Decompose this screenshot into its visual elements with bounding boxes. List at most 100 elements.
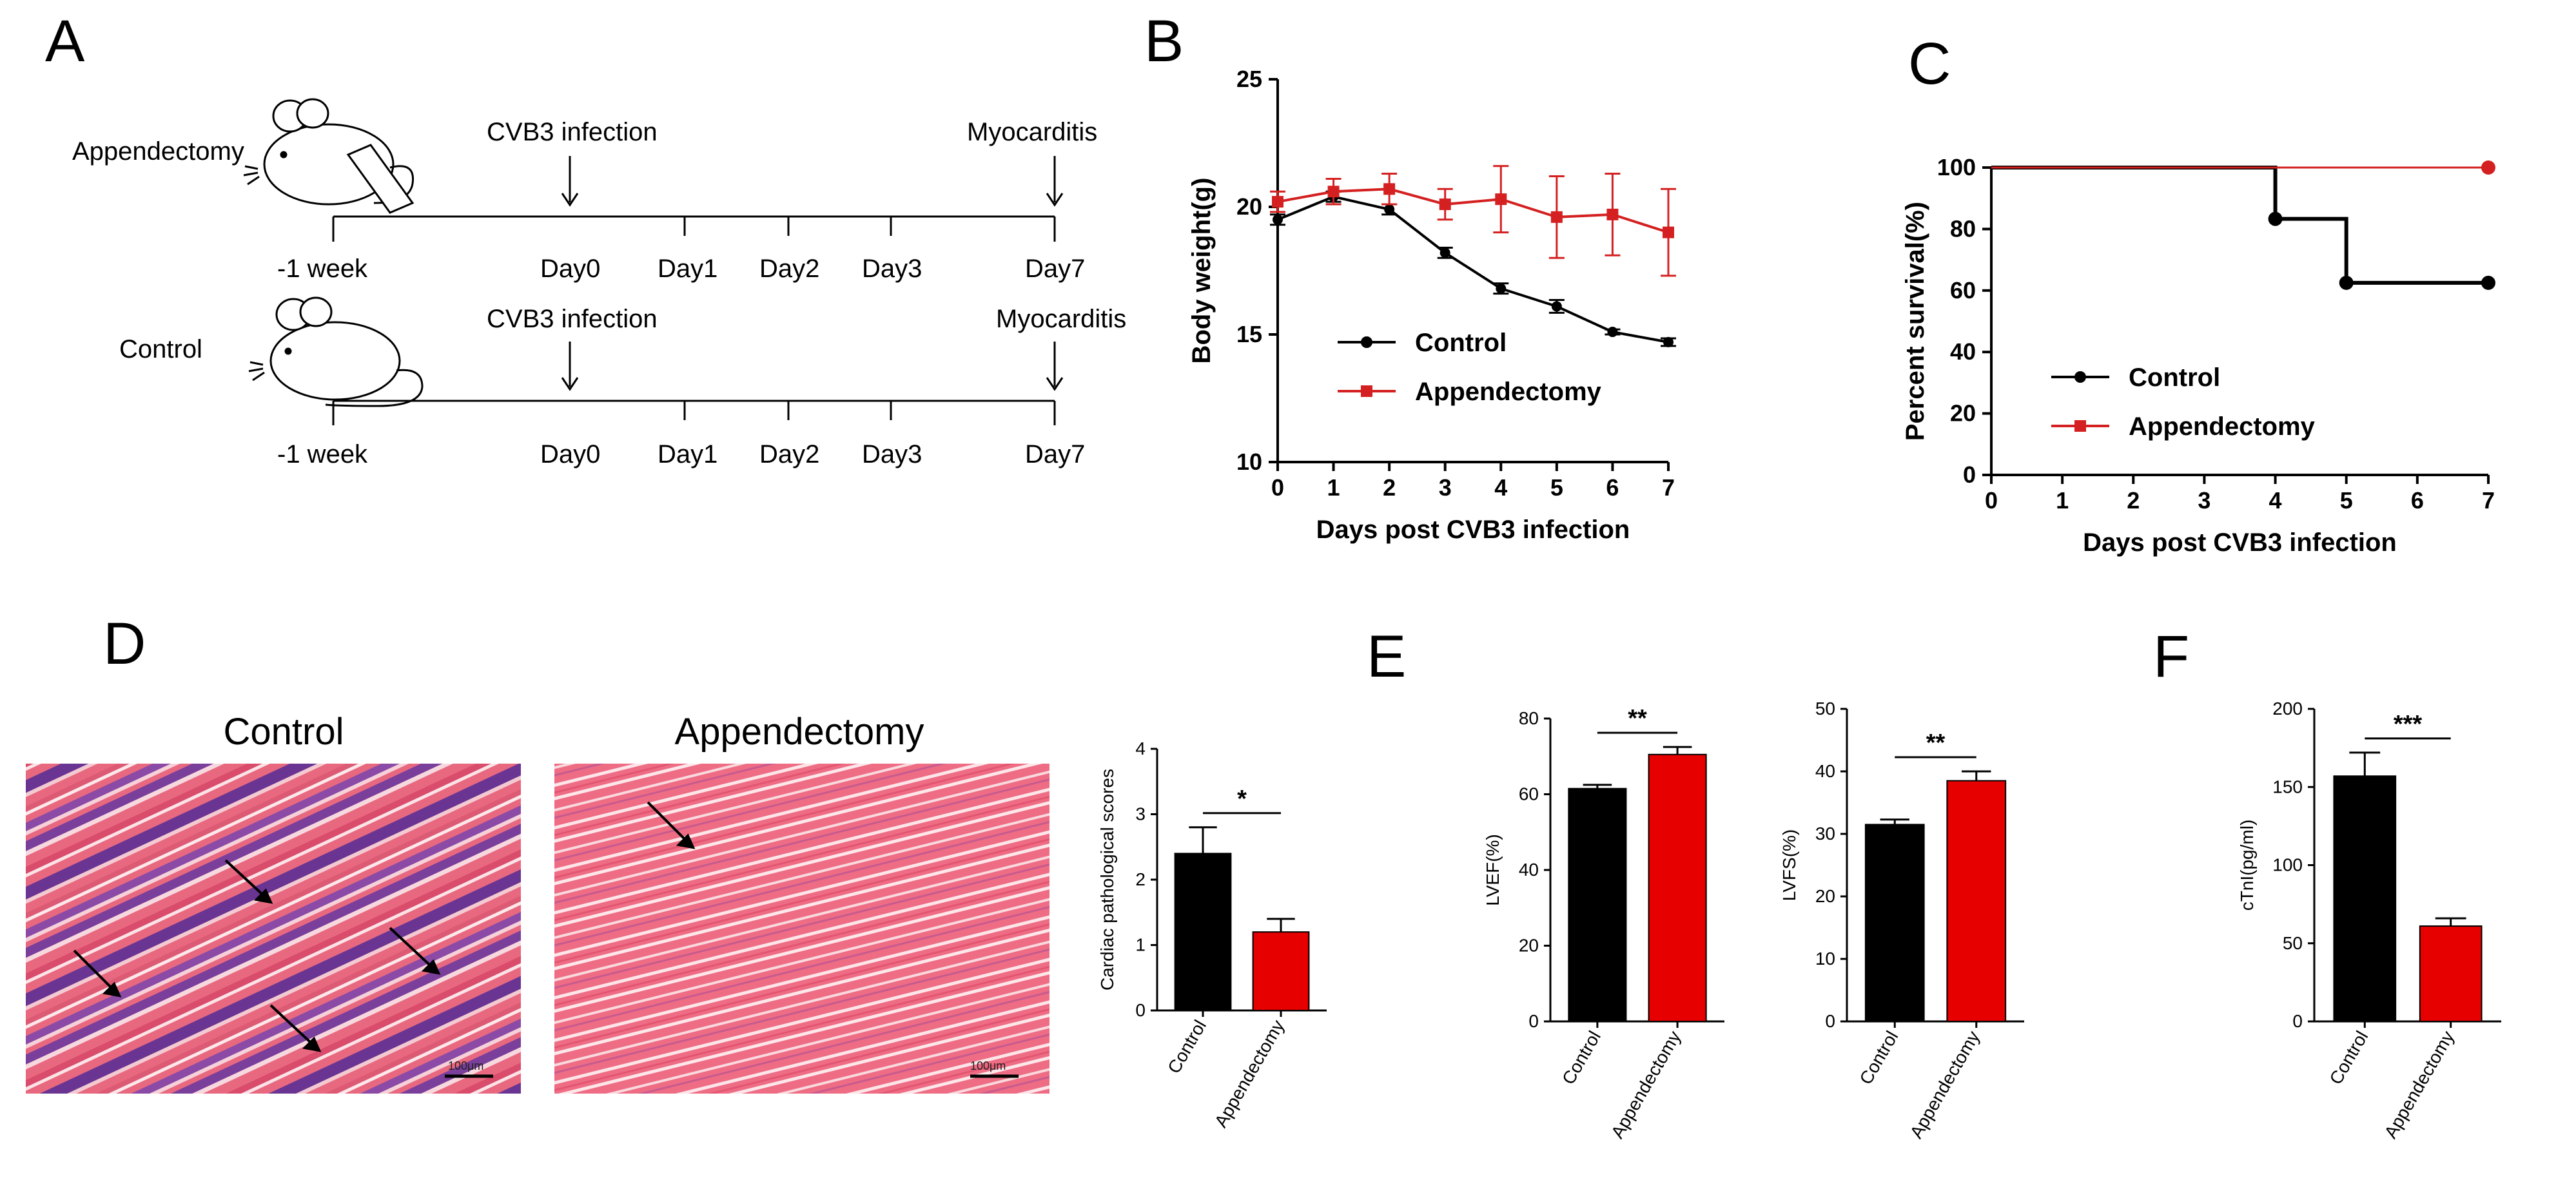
y-tick-label: 100 — [2272, 855, 2303, 875]
data-point — [1551, 301, 1562, 312]
histology-title-control: Control — [224, 711, 344, 753]
data-point — [1495, 193, 1507, 206]
legend-marker — [2074, 420, 2086, 432]
y-tick-label: 10 — [1815, 949, 1835, 969]
x-tick-label: 3 — [2198, 487, 2210, 514]
endpoint-arrowhead — [1046, 193, 1064, 207]
significance-label: *** — [2394, 711, 2423, 738]
y-tick-label: 3 — [1135, 804, 1146, 824]
x-tick-label: 1 — [1327, 474, 1340, 501]
y-tick-label: 80 — [1519, 708, 1539, 728]
chart-lvfs: 0 10 20 30 40 50 LVFS(%) Control Appendectomy ** — [1779, 699, 2024, 1142]
infection-label: CVB3 infection — [487, 118, 658, 146]
series-line — [1277, 195, 1669, 343]
y-tick-label: 30 — [1815, 824, 1835, 844]
panel-label-b: B — [1144, 8, 1184, 74]
y-tick-label: 200 — [2272, 699, 2303, 719]
legend-label: Appendectomy — [1415, 378, 1602, 406]
tick-label: Day2 — [759, 440, 819, 468]
data-point — [1663, 226, 1674, 238]
mouse-icon — [243, 98, 415, 206]
chart-survival: 0 1 2 3 4 5 6 7 0 20 40 60 80 100 Days post CVB3 infec… — [1901, 154, 2495, 557]
y-tick-label: 20 — [1519, 936, 1539, 956]
bar-appendectomy — [2419, 925, 2483, 1022]
panel-label-f: F — [2153, 624, 2189, 690]
significance-label: ** — [1926, 729, 1946, 757]
x-tick-label: Control — [1558, 1028, 1605, 1088]
x-tick-label: 2 — [2127, 487, 2140, 514]
y-axis-title: Cardiac pathological scores — [1097, 769, 1117, 990]
histology-image-appendectomy: 100μm — [554, 764, 1049, 1094]
legend-marker — [1361, 336, 1372, 348]
x-tick-label: 2 — [1383, 474, 1396, 501]
x-axis-title: Days post CVB3 infection — [2083, 528, 2397, 557]
scale-bar-label: 100μm — [970, 1059, 1006, 1072]
x-tick-label: 5 — [1550, 474, 1563, 501]
histology-image-control: 100μm — [26, 764, 521, 1094]
data-point — [1496, 283, 1507, 294]
data-point — [2481, 160, 2495, 175]
infection-label: CVB3 infection — [487, 305, 658, 333]
series-line — [1277, 188, 1669, 234]
legend-label: Control — [2129, 363, 2220, 392]
bar-appendectomy — [1648, 753, 1707, 1022]
y-tick-label: 2 — [1135, 869, 1146, 889]
y-axis-title: LVFS(%) — [1779, 829, 1799, 902]
scale-bar-label: 100μm — [448, 1059, 483, 1072]
data-point — [1439, 247, 1450, 258]
chart-lvef: 0 20 40 60 80 LVEF(%) Control Appendectomy ** — [1483, 705, 1724, 1142]
y-tick-label: 60 — [1519, 784, 1539, 804]
tick-label: Day1 — [658, 255, 717, 283]
group-label: Control — [119, 335, 202, 363]
x-tick-label: 6 — [2411, 487, 2424, 514]
histology-title-appendectomy: Appendectomy — [675, 711, 924, 753]
significance-label: * — [1237, 786, 1247, 813]
x-tick-label: 7 — [1662, 474, 1675, 501]
tick-label: Day3 — [862, 440, 922, 468]
data-point — [1384, 204, 1395, 215]
infection-arrowhead — [561, 377, 579, 391]
panel-label-d: D — [103, 611, 146, 677]
legend-marker — [1361, 385, 1372, 397]
data-point — [1607, 327, 1618, 338]
tick-label: Day0 — [540, 255, 600, 283]
x-tick-label: Control — [1164, 1017, 1210, 1077]
x-tick-label: Appendectomy — [1211, 1017, 1288, 1131]
y-tick-label: 0 — [1528, 1011, 1539, 1031]
tick-label: Day2 — [759, 255, 819, 283]
y-tick-label: 150 — [2272, 777, 2303, 797]
tick-label: Day7 — [1025, 440, 1085, 468]
y-tick-label: 60 — [1950, 277, 1976, 304]
panel-label-c: C — [1908, 31, 1951, 97]
x-tick-label: 6 — [1606, 474, 1619, 501]
x-axis-title: Days post CVB3 infection — [1316, 516, 1630, 544]
mouse-icon — [248, 296, 424, 407]
data-point — [1550, 211, 1563, 223]
y-tick-label: 40 — [1815, 761, 1835, 781]
panel-label-e: E — [1367, 624, 1406, 690]
data-point — [2268, 211, 2283, 226]
y-tick-label: 15 — [1236, 321, 1262, 347]
endpoint-label: Myocarditis — [996, 305, 1126, 333]
endpoint-arrowhead — [1046, 377, 1064, 391]
data-point — [1272, 196, 1283, 208]
y-tick-label: 40 — [1519, 860, 1539, 880]
x-tick-label: 1 — [2056, 487, 2069, 514]
x-tick-label: Appendectomy — [2381, 1028, 2458, 1142]
x-tick-label: 7 — [2482, 487, 2495, 514]
x-tick-label: Appendectomy — [1906, 1028, 1984, 1142]
x-tick-label: Control — [2326, 1028, 2372, 1088]
chart-body-weight: 0 1 2 3 4 5 6 7 10 15 20 25 Days post CVB3 infection… — [1187, 66, 1676, 544]
y-axis-title: Body weight(g) — [1187, 178, 1216, 364]
x-tick-label: Appendectomy — [1607, 1028, 1684, 1142]
y-axis-title: Percent survival(%) — [1901, 202, 1929, 441]
chart-ctni: 0 50 100 150 200 cTnI(pg/ml) Control Appendecto… — [2237, 699, 2501, 1142]
x-tick-label: 5 — [2340, 487, 2353, 514]
data-point — [1663, 336, 1673, 347]
tick-label: -1 week — [277, 255, 368, 283]
x-tick-label: 0 — [1271, 474, 1284, 501]
bar-control — [1568, 787, 1627, 1022]
y-tick-label: 20 — [1950, 400, 1976, 427]
bar-control — [2333, 775, 2397, 1023]
